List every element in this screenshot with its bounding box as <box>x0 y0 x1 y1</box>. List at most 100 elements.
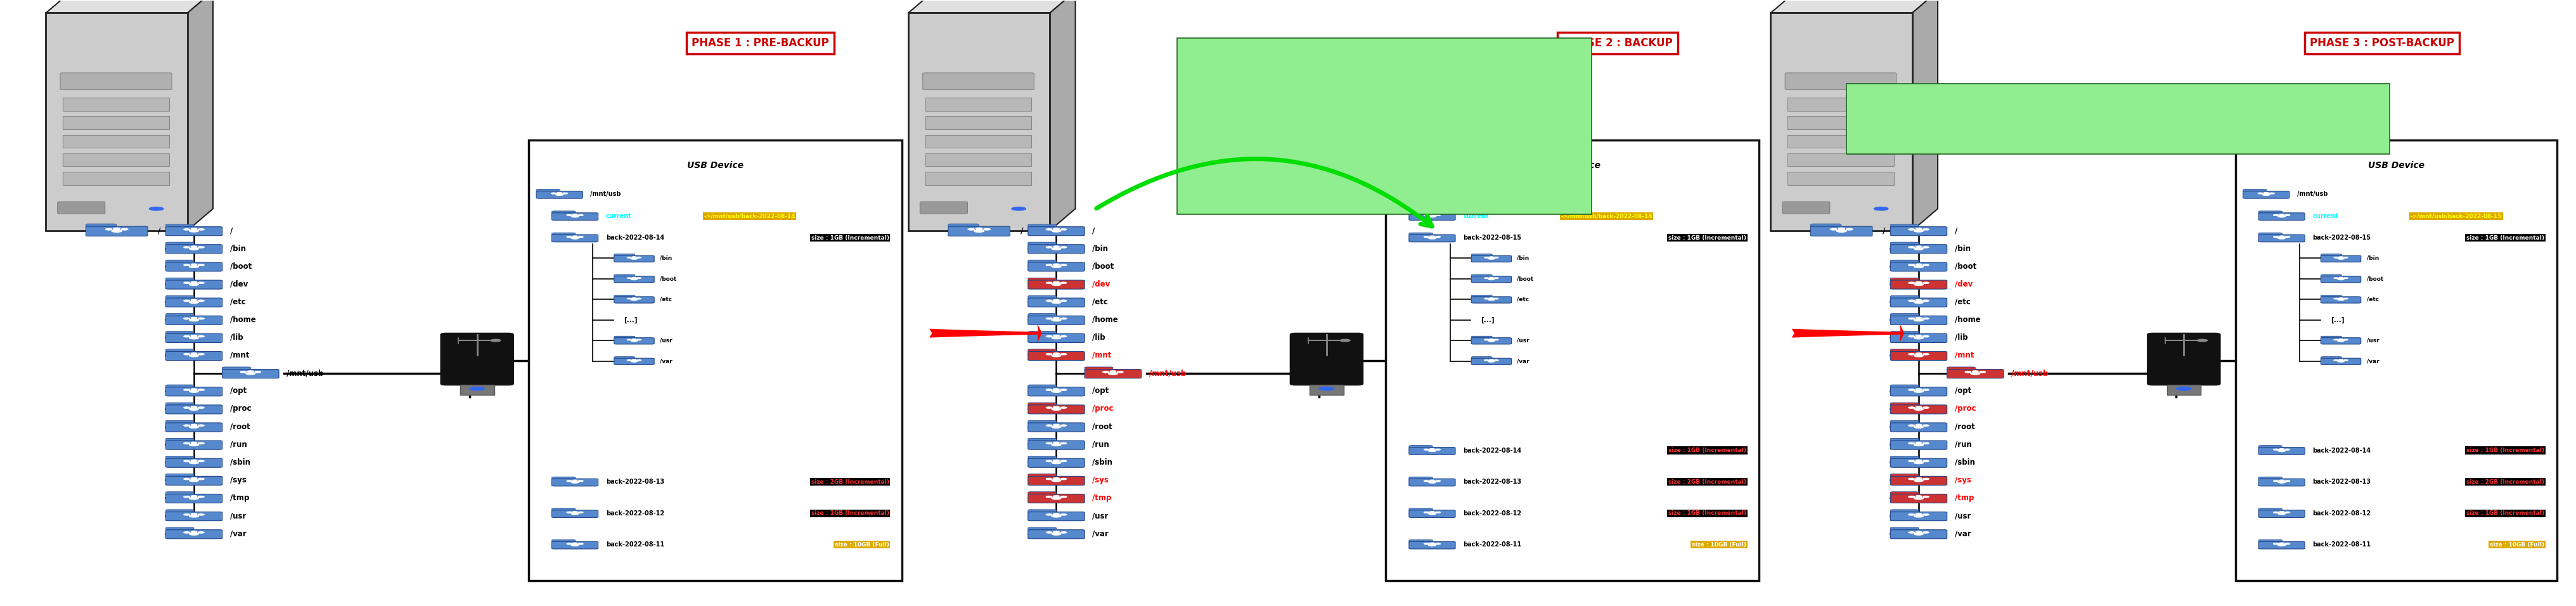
Circle shape <box>188 230 198 232</box>
Circle shape <box>631 339 636 340</box>
Circle shape <box>1839 228 1844 230</box>
Text: /proc: /proc <box>1092 405 1113 413</box>
FancyBboxPatch shape <box>1084 369 1141 378</box>
FancyBboxPatch shape <box>1028 316 1084 325</box>
FancyBboxPatch shape <box>165 456 193 459</box>
Circle shape <box>1054 246 1059 247</box>
Circle shape <box>188 284 198 285</box>
Circle shape <box>1061 531 1066 533</box>
Circle shape <box>1425 236 1430 238</box>
Circle shape <box>1051 462 1061 464</box>
FancyBboxPatch shape <box>1028 280 1084 289</box>
Circle shape <box>1917 460 1922 461</box>
Text: /usr: /usr <box>1955 511 1971 520</box>
Text: current: current <box>2313 213 2339 219</box>
Circle shape <box>572 480 577 481</box>
Text: /mnt/usb: /mnt/usb <box>590 191 621 198</box>
Circle shape <box>567 215 572 216</box>
Circle shape <box>1061 461 1066 462</box>
Text: [...]: [...] <box>623 317 636 323</box>
FancyBboxPatch shape <box>1028 331 1056 335</box>
FancyBboxPatch shape <box>1788 135 1893 148</box>
Circle shape <box>577 236 582 238</box>
Circle shape <box>974 230 984 232</box>
Circle shape <box>1046 318 1051 319</box>
Circle shape <box>2339 277 2344 278</box>
Circle shape <box>2285 481 2290 482</box>
Circle shape <box>191 246 196 247</box>
FancyBboxPatch shape <box>2321 295 2342 298</box>
Circle shape <box>1914 301 1924 304</box>
FancyBboxPatch shape <box>1891 510 1919 513</box>
Circle shape <box>188 319 198 321</box>
FancyBboxPatch shape <box>925 135 1030 148</box>
FancyBboxPatch shape <box>165 491 193 495</box>
Circle shape <box>188 301 198 304</box>
Text: PHASE 2 : BACKUP: PHASE 2 : BACKUP <box>1564 38 1672 49</box>
FancyBboxPatch shape <box>1891 527 1919 531</box>
Text: /etc: /etc <box>1955 298 1971 306</box>
Circle shape <box>1430 481 1435 483</box>
FancyBboxPatch shape <box>551 213 598 220</box>
FancyBboxPatch shape <box>165 402 193 406</box>
FancyBboxPatch shape <box>1891 441 1947 450</box>
FancyBboxPatch shape <box>1409 213 1455 220</box>
FancyBboxPatch shape <box>551 235 598 242</box>
Circle shape <box>1430 214 1435 215</box>
Text: /etc: /etc <box>2367 296 2378 302</box>
Text: current: current <box>605 213 631 219</box>
Text: current: current <box>1463 213 1489 219</box>
Circle shape <box>113 228 121 230</box>
Circle shape <box>1922 425 1929 426</box>
Circle shape <box>1909 531 1914 533</box>
Text: ->/mnt/usb/back-2022-08-14: ->/mnt/usb/back-2022-08-14 <box>703 213 796 219</box>
Text: /boot: /boot <box>659 276 677 282</box>
FancyBboxPatch shape <box>1891 245 1947 253</box>
Circle shape <box>1909 318 1914 319</box>
Text: /proc: /proc <box>229 405 252 413</box>
Circle shape <box>188 444 198 446</box>
Text: /dev: /dev <box>1092 280 1110 288</box>
FancyBboxPatch shape <box>1811 227 1873 236</box>
FancyBboxPatch shape <box>613 275 634 277</box>
Circle shape <box>1484 339 1489 340</box>
FancyBboxPatch shape <box>1471 296 1512 303</box>
FancyBboxPatch shape <box>1028 349 1056 352</box>
Circle shape <box>489 339 500 342</box>
Text: size : 10GB (Full): size : 10GB (Full) <box>2491 542 2545 548</box>
FancyBboxPatch shape <box>925 98 1030 111</box>
Text: /home: /home <box>1092 316 1118 324</box>
Circle shape <box>198 461 204 462</box>
Circle shape <box>2259 193 2262 194</box>
FancyBboxPatch shape <box>2321 358 2362 365</box>
FancyBboxPatch shape <box>165 421 193 424</box>
Circle shape <box>567 543 572 544</box>
Text: /var: /var <box>1092 530 1108 538</box>
FancyBboxPatch shape <box>2321 336 2342 339</box>
Text: rm -f /mnt/usb/current: rm -f /mnt/usb/current <box>1865 104 1947 110</box>
Text: /tmp: /tmp <box>1092 494 1113 502</box>
Circle shape <box>626 298 631 299</box>
FancyBboxPatch shape <box>948 227 1010 236</box>
Circle shape <box>567 236 572 238</box>
Circle shape <box>1430 544 1435 546</box>
Circle shape <box>2275 215 2277 216</box>
Circle shape <box>191 282 196 283</box>
Circle shape <box>2280 236 2285 237</box>
Circle shape <box>198 496 204 498</box>
FancyBboxPatch shape <box>1028 438 1056 441</box>
FancyBboxPatch shape <box>2259 477 2282 479</box>
Circle shape <box>2339 339 2344 340</box>
Text: /mnt/usb: /mnt/usb <box>1448 191 1479 198</box>
FancyBboxPatch shape <box>440 333 513 385</box>
Circle shape <box>1054 407 1059 408</box>
FancyBboxPatch shape <box>2259 508 2282 511</box>
FancyBboxPatch shape <box>1891 262 1947 271</box>
Circle shape <box>121 228 129 230</box>
FancyBboxPatch shape <box>2259 479 2306 486</box>
Circle shape <box>636 298 641 299</box>
Circle shape <box>1917 318 1922 319</box>
FancyBboxPatch shape <box>85 224 116 227</box>
FancyBboxPatch shape <box>1471 336 1492 339</box>
Circle shape <box>1051 426 1061 428</box>
